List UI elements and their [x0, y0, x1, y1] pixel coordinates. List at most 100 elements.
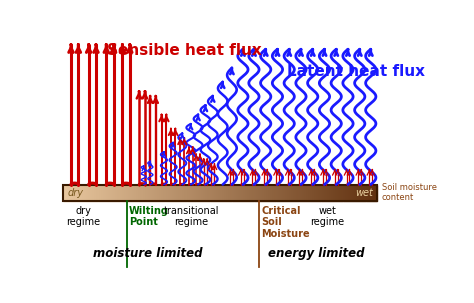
Bar [132, 185, 133, 201]
Bar [148, 185, 149, 201]
Bar [373, 185, 374, 201]
Bar [284, 185, 285, 201]
Bar [329, 185, 330, 201]
Bar [195, 185, 196, 201]
Bar [169, 185, 170, 201]
Bar [197, 185, 198, 201]
Bar [352, 185, 353, 201]
Bar [126, 185, 127, 201]
Bar [75, 185, 76, 201]
Bar [135, 185, 136, 201]
Bar [139, 185, 140, 201]
Bar [325, 185, 326, 201]
Bar [344, 185, 345, 201]
Bar [175, 185, 176, 201]
Bar [225, 185, 226, 201]
Bar [143, 185, 144, 201]
Bar [286, 185, 287, 201]
Bar [86, 185, 87, 201]
Bar [339, 185, 340, 201]
Bar [213, 185, 214, 201]
Bar [140, 185, 141, 201]
Bar [95, 185, 96, 201]
Bar [172, 185, 173, 201]
Bar [198, 185, 199, 201]
Bar [166, 185, 168, 201]
Bar [112, 185, 113, 201]
Bar [237, 185, 238, 201]
Bar [321, 185, 323, 201]
Bar [182, 185, 183, 201]
Bar [203, 185, 204, 201]
Bar [208, 185, 209, 201]
Bar [106, 185, 107, 201]
Bar [228, 185, 229, 201]
Bar [275, 185, 276, 201]
Bar [255, 185, 256, 201]
Bar [83, 185, 84, 201]
Bar [324, 185, 325, 201]
Bar [217, 185, 218, 201]
Bar [92, 185, 93, 201]
Bar [262, 185, 263, 201]
Bar [323, 185, 324, 201]
Bar [369, 185, 370, 201]
Bar [128, 185, 129, 201]
Bar [63, 185, 64, 201]
Bar [199, 185, 200, 201]
Bar [116, 185, 118, 201]
Bar [348, 185, 349, 201]
Bar [259, 185, 260, 201]
Text: Critical
Soil
Moisture: Critical Soil Moisture [261, 205, 310, 239]
Bar [211, 185, 213, 201]
Bar [74, 185, 75, 201]
Bar [271, 185, 272, 201]
Bar [313, 185, 314, 201]
Bar [215, 185, 216, 201]
Bar [336, 185, 337, 201]
Text: moisture limited: moisture limited [92, 247, 202, 260]
Bar [193, 185, 194, 201]
Bar [84, 185, 85, 201]
Bar [314, 185, 315, 201]
Text: Latent heat flux: Latent heat flux [287, 64, 425, 79]
Bar [173, 185, 174, 201]
Text: wet: wet [355, 188, 373, 198]
Text: energy limited: energy limited [268, 247, 365, 260]
Bar [333, 185, 334, 201]
Bar [114, 185, 115, 201]
Bar [279, 185, 280, 201]
Bar [242, 185, 243, 201]
Bar [180, 185, 181, 201]
Bar [353, 185, 354, 201]
Bar [341, 185, 342, 201]
Bar [290, 185, 291, 201]
Bar [214, 185, 215, 201]
Bar [355, 185, 356, 201]
Bar [125, 185, 126, 201]
Bar [288, 185, 289, 201]
Bar [110, 185, 111, 201]
Bar [335, 185, 336, 201]
Bar [163, 185, 164, 201]
Bar [87, 185, 88, 201]
Text: Sensible heat flux: Sensible heat flux [107, 43, 262, 58]
Bar [220, 185, 221, 201]
Bar [191, 185, 193, 201]
Bar [307, 185, 308, 201]
Bar [295, 185, 296, 201]
Bar [261, 185, 262, 201]
Bar [185, 185, 186, 201]
Bar [236, 185, 237, 201]
Bar [115, 185, 116, 201]
Bar [285, 185, 286, 201]
Bar [141, 185, 143, 201]
Bar [164, 185, 165, 201]
Bar [281, 185, 282, 201]
Bar [293, 185, 294, 201]
Bar [280, 185, 281, 201]
Bar [171, 185, 172, 201]
Bar [360, 185, 361, 201]
Bar [69, 185, 70, 201]
Bar [365, 185, 366, 201]
